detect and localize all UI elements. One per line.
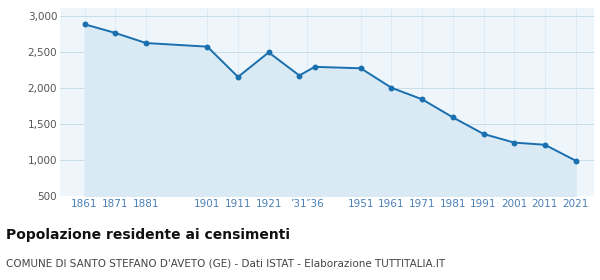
Point [386,85,396,90]
Point [479,132,488,136]
Point [80,22,89,27]
Point [141,41,151,45]
Point [264,50,274,55]
Point [540,143,550,147]
Text: Popolazione residente ai censimenti: Popolazione residente ai censimenti [6,228,290,242]
Point [356,66,365,71]
Point [418,97,427,102]
Point [571,158,580,163]
Point [509,140,519,145]
Point [203,45,212,49]
Point [110,31,120,35]
Point [448,115,458,120]
Point [295,73,304,78]
Point [233,75,243,79]
Point [310,65,320,69]
Text: COMUNE DI SANTO STEFANO D'AVETO (GE) - Dati ISTAT - Elaborazione TUTTITALIA.IT: COMUNE DI SANTO STEFANO D'AVETO (GE) - D… [6,259,445,269]
